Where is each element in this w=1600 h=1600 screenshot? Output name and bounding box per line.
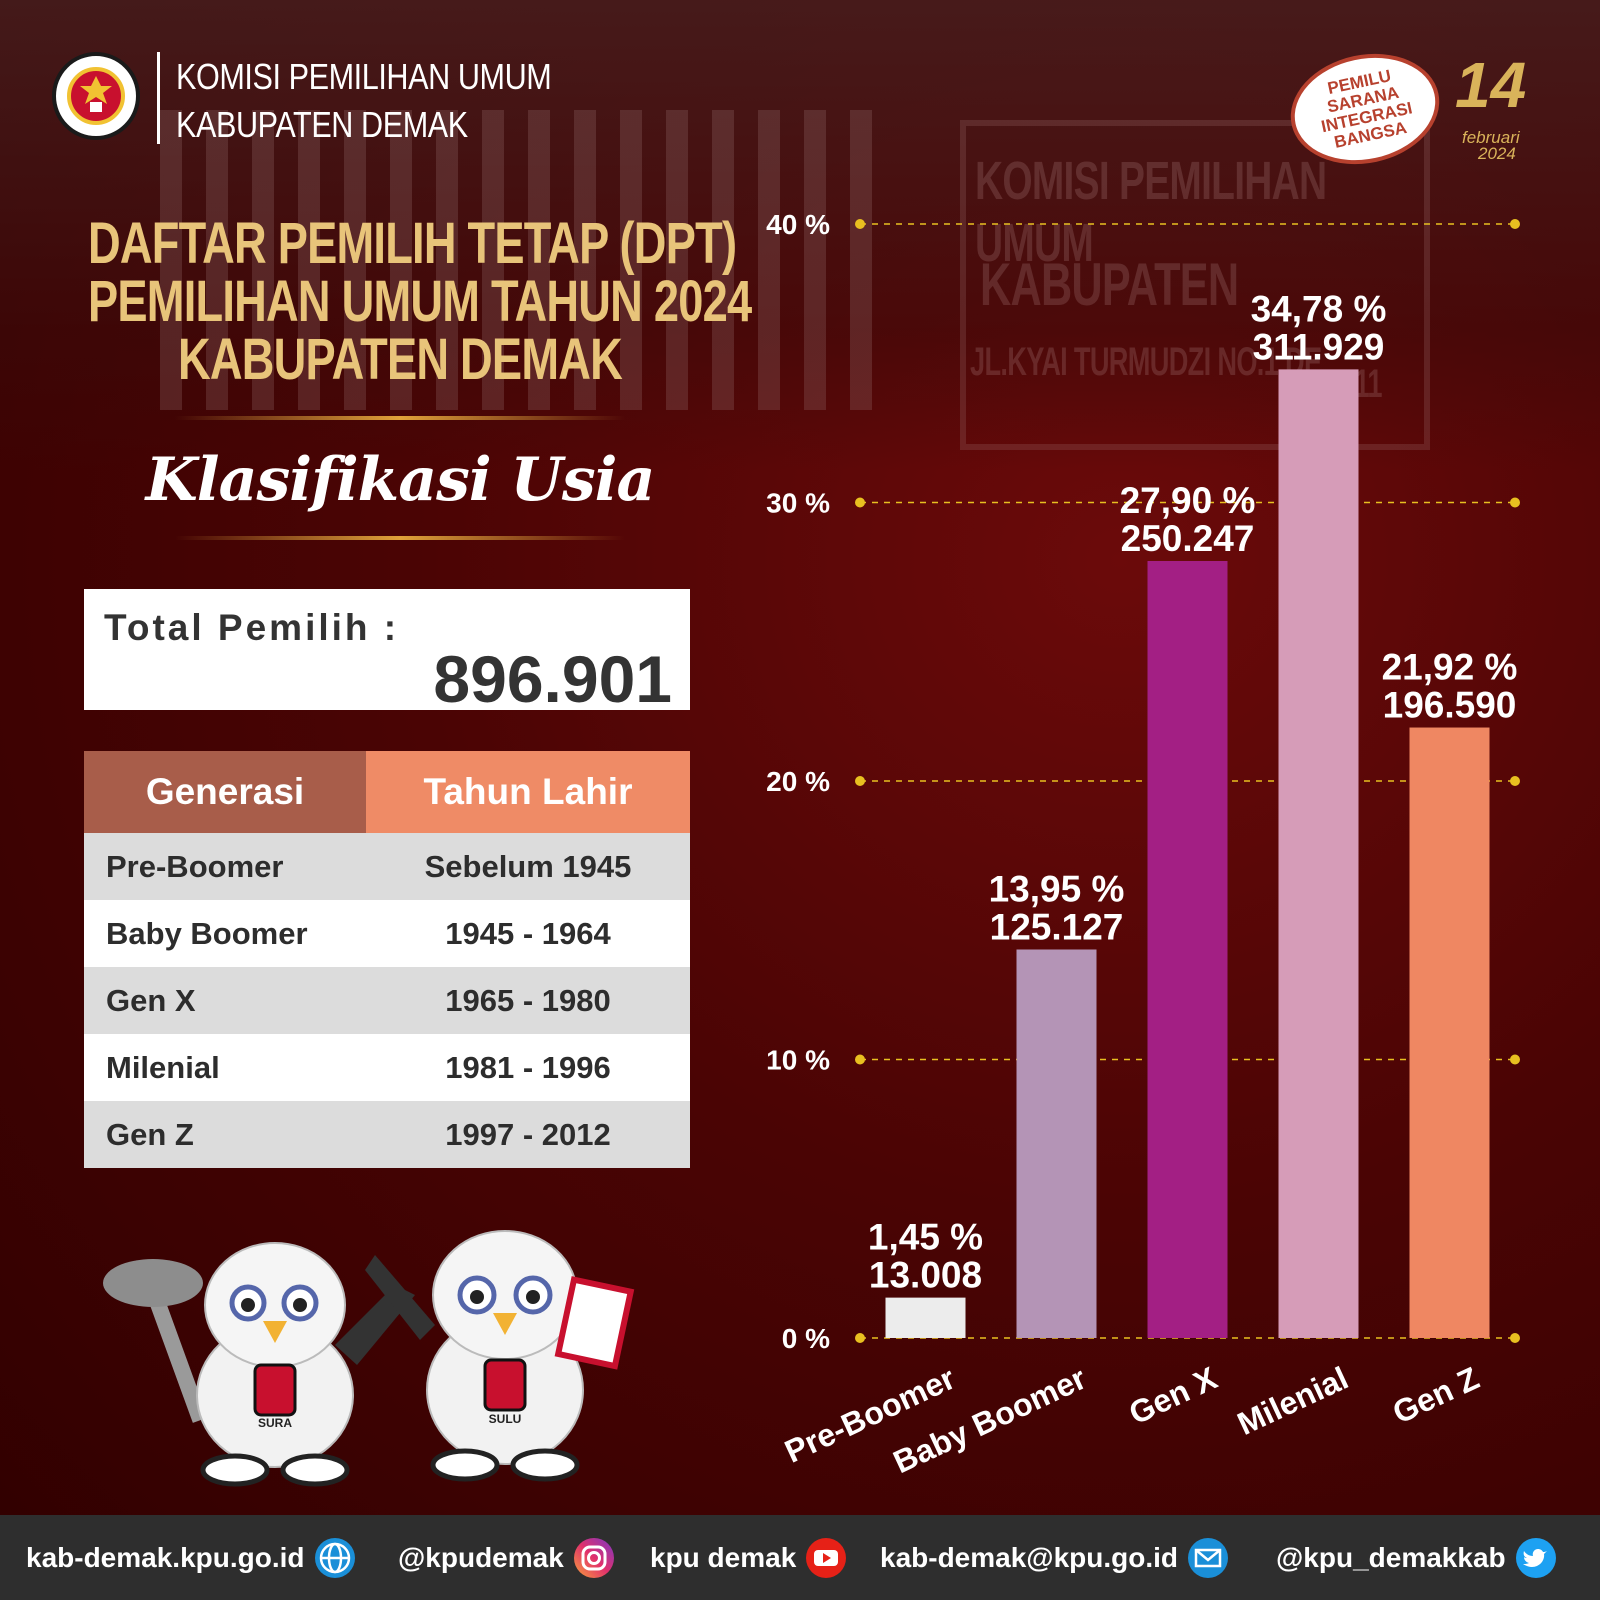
subtitle: Klasifikasi Usia — [145, 445, 656, 515]
background-sign-line1: KOMISI PEMILIHAN UMUM — [975, 151, 1327, 273]
generation-table: Generasi Tahun Lahir Pre-Boomer Sebelum … — [84, 751, 690, 1168]
footer-youtube[interactable]: kpu demak — [650, 1515, 848, 1600]
birth-years: Sebelum 1945 — [366, 833, 690, 900]
generation-name: Gen Z — [84, 1101, 366, 1168]
x-category-label: Gen Z — [1387, 1360, 1484, 1431]
grid-dot-right — [1510, 1054, 1520, 1065]
background-sign-line3: JL.KYAI TURMUDZI NO.1 DE — [970, 340, 1322, 384]
table-header-birth-year: Tahun Lahir — [366, 751, 690, 833]
footer-website-text: kab-demak.kpu.go.id — [26, 1541, 305, 1573]
title-line2: PEMILIHAN UMUM TAHUN 2024 — [88, 269, 752, 334]
youtube-icon — [806, 1537, 847, 1578]
footer-instagram-text: @kpudemak — [398, 1541, 564, 1573]
grid-dot-right — [1510, 1333, 1520, 1343]
generation-name: Pre-Boomer — [84, 833, 366, 900]
footer-bar: kab-demak.kpu.go.id @kpudemak kpu demak … — [0, 1515, 1600, 1600]
bar-percent-label: 21,92 % — [1382, 647, 1518, 688]
total-voters-value: 896.901 — [433, 642, 672, 716]
x-category-label: Milenial — [1232, 1360, 1354, 1442]
grid-dot-left — [855, 1333, 865, 1343]
bar-count-label: 125.127 — [990, 906, 1124, 947]
mascot-right-name: SULU — [489, 1412, 522, 1426]
footer-instagram[interactable]: @kpudemak — [398, 1515, 616, 1600]
bar-percent-label: 1,45 % — [868, 1217, 983, 1258]
bar — [885, 1297, 966, 1338]
election-date-day: 14 — [1455, 49, 1527, 121]
table-row: Gen X 1965 - 1980 — [84, 967, 690, 1034]
election-date-month: februari — [1462, 128, 1520, 147]
table-row: Milenial 1981 - 1996 — [84, 1034, 690, 1101]
mail-icon — [1188, 1537, 1229, 1578]
table-row: Gen Z 1997 - 2012 — [84, 1101, 690, 1168]
table-header-row: Generasi Tahun Lahir — [84, 751, 690, 833]
y-tick-label: 20 % — [766, 766, 830, 797]
bar-count-label: 13.008 — [869, 1255, 982, 1296]
y-tick-label: 0 % — [782, 1323, 830, 1354]
bar-count-label: 250.247 — [1121, 518, 1255, 559]
background-sign — [960, 120, 1430, 450]
header-divider — [157, 52, 160, 144]
title-line3: KABUPATEN DEMAK — [177, 327, 623, 392]
mascot-sura — [103, 1242, 415, 1487]
y-tick-label: 30 % — [766, 488, 830, 519]
mascot-left-name: SURA — [258, 1416, 292, 1430]
grid-dot-right — [1510, 497, 1520, 508]
bar-percent-label: 27,90 % — [1120, 480, 1256, 521]
generation-name: Gen X — [84, 967, 366, 1034]
background-sign-line2: KABUPATEN — [980, 251, 1239, 318]
bar-percent-label: 34,78 % — [1251, 288, 1387, 329]
footer-twitter-text: @kpu_demakkab — [1276, 1541, 1506, 1573]
x-category-label: Gen X — [1123, 1359, 1223, 1431]
generation-name: Milenial — [84, 1034, 366, 1101]
grid-dot-right — [1510, 776, 1520, 786]
globe-icon — [314, 1537, 355, 1578]
birth-years: 1981 - 1996 — [366, 1034, 690, 1101]
birth-years: 1965 - 1980 — [366, 967, 690, 1034]
bar-count-label: 196.590 — [1383, 685, 1517, 726]
title-rule-top — [175, 416, 625, 420]
y-tick-label: 40 % — [766, 209, 830, 240]
footer-email[interactable]: kab-demak@kpu.go.id — [880, 1515, 1230, 1600]
org-name-line2: KABUPATEN DEMAK — [176, 104, 468, 145]
instagram-icon — [573, 1537, 614, 1578]
footer-email-text: kab-demak@kpu.go.id — [880, 1541, 1179, 1573]
table-row: Pre-Boomer Sebelum 1945 — [84, 833, 690, 900]
kpu-logo-emblem — [67, 67, 125, 125]
footer-twitter[interactable]: @kpu_demakkab — [1276, 1515, 1558, 1600]
twitter-icon — [1515, 1537, 1556, 1578]
bar-count-label: 311.929 — [1253, 326, 1385, 367]
kpu-logo — [52, 52, 140, 140]
election-date-year: 2024 — [1478, 144, 1516, 163]
bar — [1016, 949, 1097, 1338]
birth-years: 1945 - 1964 — [366, 900, 690, 967]
bar — [1147, 560, 1228, 1338]
mascot-sulu — [365, 1230, 635, 1482]
table-row: Baby Boomer 1945 - 1964 — [84, 900, 690, 967]
generation-name: Baby Boomer — [84, 900, 366, 967]
total-voters-label: Total Pemilih : — [104, 607, 400, 648]
table-header-generation: Generasi — [84, 751, 366, 833]
grid-dot-left — [855, 1054, 865, 1065]
bar — [1409, 727, 1490, 1338]
total-voters-box: Total Pemilih : 896.901 — [84, 589, 690, 716]
org-name-line1: KOMISI PEMILIHAN UMUM — [176, 56, 552, 97]
age-distribution-bar-chart: 0 %10 %20 %30 %40 %1,45 %13.008Pre-Boome… — [766, 209, 1520, 1442]
grid-dot-left — [855, 776, 865, 786]
title-rule-bottom — [175, 536, 625, 540]
birth-years: 1997 - 2012 — [366, 1101, 690, 1168]
grid-dot-left — [855, 497, 865, 508]
footer-youtube-text: kpu demak — [650, 1541, 797, 1573]
title-line1: DAFTAR PEMILIH TETAP (DPT) — [88, 211, 737, 276]
footer-website[interactable]: kab-demak.kpu.go.id — [26, 1515, 357, 1600]
background-fence — [160, 110, 880, 410]
y-tick-label: 10 % — [766, 1045, 830, 1076]
mascot-illustration: SURA SULU — [103, 1230, 635, 1487]
grid-dot-right — [1510, 219, 1520, 229]
bar — [1278, 369, 1359, 1338]
grid-dot-left — [855, 219, 865, 229]
bar-percent-label: 13,95 % — [989, 868, 1125, 909]
